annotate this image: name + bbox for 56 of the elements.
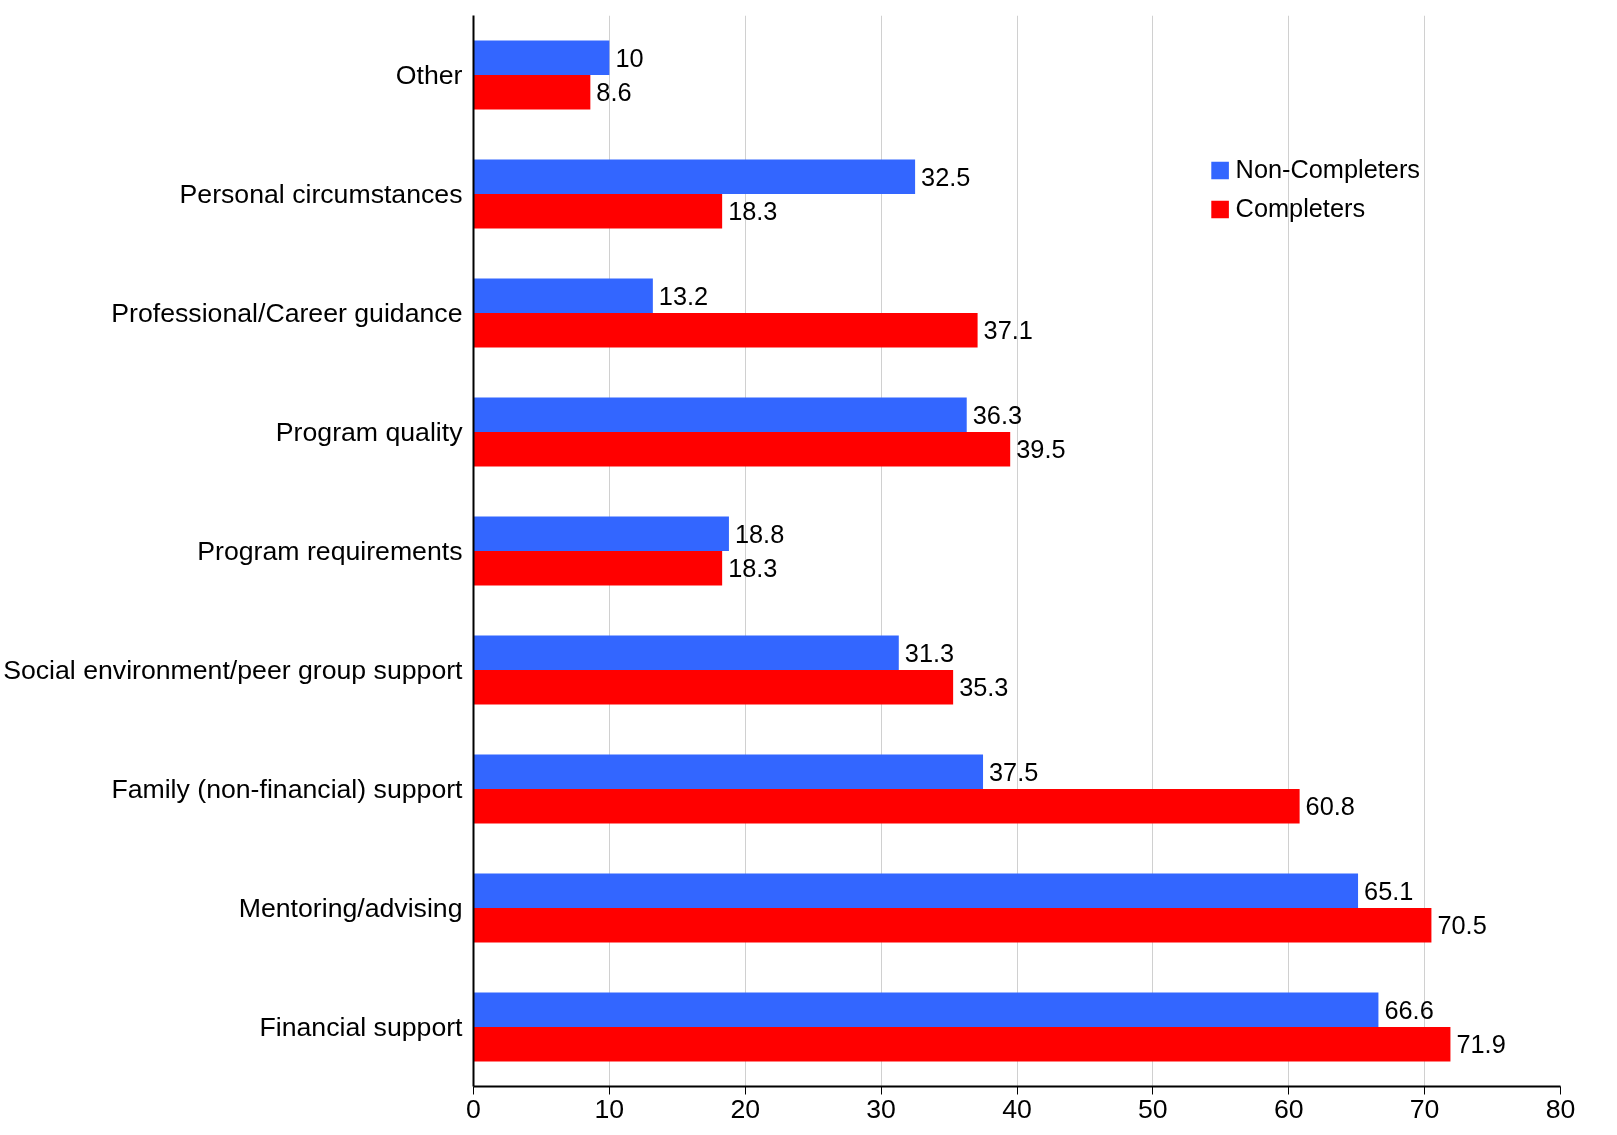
data-label: 18.8 bbox=[734, 519, 785, 548]
data-label: 35.3 bbox=[959, 673, 1009, 702]
bar bbox=[473, 40, 610, 75]
bar bbox=[473, 754, 984, 789]
x-tick-label: 40 bbox=[1002, 1093, 1032, 1124]
bar bbox=[473, 873, 1359, 908]
data-label: 70.5 bbox=[1437, 911, 1487, 940]
y-tick-label: Program requirements bbox=[197, 536, 463, 566]
bar bbox=[473, 551, 723, 586]
y-tick-label: Mentoring/advising bbox=[238, 893, 463, 923]
bar bbox=[473, 397, 967, 432]
bar bbox=[473, 908, 1432, 943]
x-tick-label: 60 bbox=[1273, 1093, 1304, 1124]
bar bbox=[473, 992, 1379, 1027]
data-label: 71.9 bbox=[1456, 1030, 1506, 1059]
data-label: 65.1 bbox=[1364, 876, 1414, 905]
bar bbox=[473, 75, 591, 110]
legend-label: Completers bbox=[1235, 194, 1366, 223]
data-label: 37.1 bbox=[983, 316, 1033, 345]
data-label: 36.3 bbox=[972, 400, 1023, 429]
y-tick-label: Financial support bbox=[259, 1012, 464, 1042]
y-tick-label: Other bbox=[395, 60, 463, 90]
bar bbox=[473, 516, 729, 551]
legend-label: Non-Completers bbox=[1235, 155, 1420, 184]
bar bbox=[473, 432, 1011, 467]
y-tick-label: Social environment/peer group support bbox=[3, 655, 464, 685]
data-label: 18.3 bbox=[728, 554, 778, 583]
bar bbox=[473, 159, 916, 194]
data-label: 31.3 bbox=[904, 638, 955, 667]
data-label: 60.8 bbox=[1305, 792, 1355, 821]
bar bbox=[473, 789, 1300, 824]
data-label: 32.5 bbox=[921, 162, 971, 191]
x-tick-label: 70 bbox=[1409, 1093, 1440, 1124]
data-label: 18.3 bbox=[728, 197, 778, 226]
data-label: 8.6 bbox=[596, 78, 632, 107]
bar bbox=[473, 194, 723, 229]
y-tick-label: Program quality bbox=[275, 417, 464, 447]
data-label: 37.5 bbox=[989, 757, 1039, 786]
y-tick-label: Professional/Career guidance bbox=[111, 298, 463, 328]
data-label: 13.2 bbox=[658, 281, 709, 310]
x-tick-label: 20 bbox=[730, 1093, 761, 1124]
y-tick-label: Personal circumstances bbox=[179, 179, 463, 209]
bar bbox=[473, 1027, 1451, 1062]
data-label: 39.5 bbox=[1016, 435, 1066, 464]
x-tick-label: 80 bbox=[1545, 1093, 1576, 1124]
x-tick-label: 10 bbox=[594, 1093, 625, 1124]
bar bbox=[473, 635, 899, 670]
x-tick-label: 50 bbox=[1138, 1093, 1168, 1124]
bar bbox=[473, 670, 954, 705]
bar bbox=[473, 278, 653, 313]
bar bbox=[473, 313, 978, 348]
data-label: 66.6 bbox=[1384, 995, 1434, 1024]
y-tick-label: Family (non-financial) support bbox=[111, 774, 464, 804]
x-tick-label: 0 bbox=[466, 1093, 481, 1124]
data-label: 10 bbox=[615, 43, 644, 72]
x-tick-label: 30 bbox=[866, 1093, 896, 1124]
